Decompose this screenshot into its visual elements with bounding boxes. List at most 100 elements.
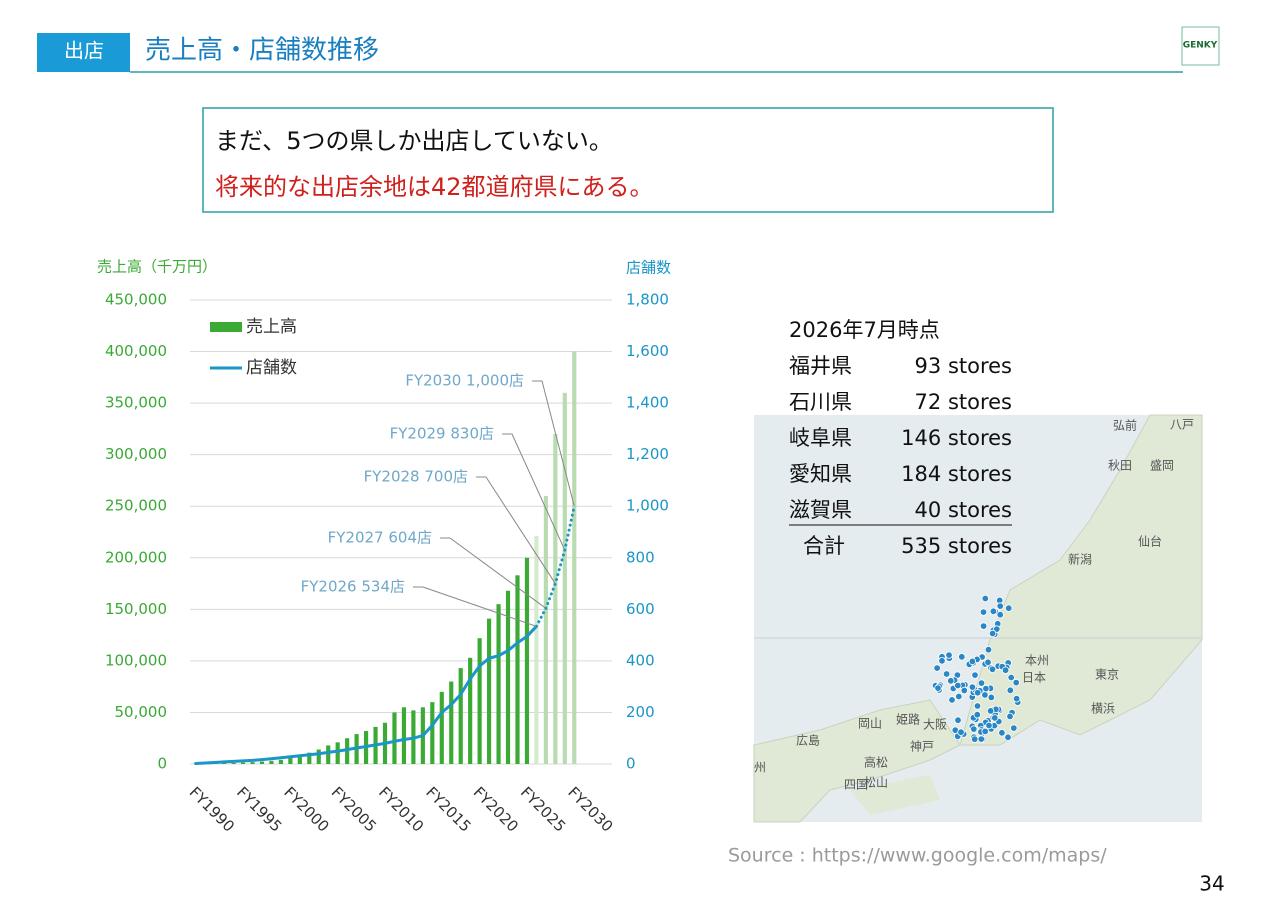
table-title: 2026年7月時点 [789, 318, 940, 342]
y-tick-label: 450,000 [105, 291, 167, 309]
store-dot [996, 611, 1004, 619]
legend-label: 店舗数 [246, 358, 297, 378]
x-tick-label: FY2000 [280, 783, 332, 835]
bar [487, 618, 492, 764]
bar [222, 763, 227, 764]
table-label: 愛知県 [789, 462, 852, 486]
map-label: 大阪 [923, 718, 947, 732]
store-dot [979, 608, 988, 616]
store-dot [989, 607, 998, 615]
annotation: FY2027 604店 [328, 529, 432, 547]
store-dot [955, 692, 963, 701]
store-dot [1004, 733, 1012, 741]
y2-tick-label: 800 [626, 548, 655, 566]
store-dot [968, 657, 977, 666]
callout-line: まだ、5つの県しか出店していない。 [215, 127, 613, 155]
store-dot [1010, 724, 1018, 732]
axis-title: 売上高（千万円） [97, 258, 217, 276]
map-label: 日本 [1022, 671, 1046, 685]
bar [449, 681, 454, 764]
annotation-leader [502, 433, 566, 551]
map-label: 秋田 [1108, 459, 1132, 473]
bar [316, 749, 321, 764]
table-value: 146 stores [901, 426, 1012, 450]
store-dot [986, 707, 995, 715]
store-dot [993, 625, 1001, 633]
bar [326, 745, 331, 764]
bar [259, 761, 265, 764]
store-dot [942, 670, 951, 678]
table-label: 岐阜県 [789, 426, 852, 450]
table-label: 石川県 [789, 390, 852, 414]
annotation: FY2028 700店 [364, 468, 468, 486]
y-tick-label: 150,000 [105, 600, 167, 618]
bar [515, 575, 520, 764]
store-dot [957, 728, 965, 736]
y-tick-label: 0 [157, 755, 167, 773]
tag: 出店 [64, 39, 104, 63]
store-dot [945, 651, 953, 659]
callout-box [202, 107, 1054, 213]
table-value: 93 stores [915, 354, 1012, 378]
y2-tick-label: 1,200 [626, 445, 669, 463]
x-tick-label: FY1995 [233, 783, 285, 835]
bar [307, 752, 312, 764]
store-dot [1012, 695, 1021, 703]
annotation-leader [413, 586, 537, 627]
annotation-leader [440, 537, 547, 609]
bar [468, 657, 473, 764]
store-dot [1006, 712, 1014, 721]
store-dot [973, 702, 982, 710]
bar [439, 691, 444, 764]
map-label: 仙台 [1138, 534, 1162, 549]
bar [401, 707, 407, 764]
table-label: 福井県 [789, 354, 852, 378]
bar [250, 762, 255, 764]
annotation-leader [476, 476, 556, 584]
table-value: 72 stores [915, 390, 1012, 414]
map-label: 盛岡 [1150, 458, 1174, 473]
y-tick-label: 250,000 [105, 497, 167, 515]
map-land [850, 775, 940, 815]
store-dot [958, 653, 966, 661]
bar [562, 392, 567, 764]
store-dot [960, 686, 968, 695]
logo-box [1181, 26, 1220, 66]
annotation-leader [532, 380, 575, 507]
map-label: 八戸 [1170, 418, 1194, 432]
projection-bridge [534, 606, 548, 628]
store-dot [971, 671, 979, 679]
map-label: 州 [754, 761, 766, 775]
table-label: 合計 [803, 534, 845, 558]
store-dot [981, 727, 989, 736]
store-dot [973, 711, 981, 719]
x-tick-label: FY2005 [328, 783, 380, 835]
y2-tick-label: 1,000 [626, 497, 669, 515]
x-tick-label: FY2030 [564, 783, 616, 835]
store-dot [977, 735, 985, 743]
tag-box [37, 33, 130, 72]
y2-tick-label: 0 [626, 755, 636, 773]
bar [524, 557, 530, 764]
store-dot [981, 594, 989, 603]
store-dot [954, 681, 962, 690]
bar [477, 638, 482, 764]
x-tick-label: FY2020 [470, 783, 522, 835]
store-dot [1001, 666, 1010, 674]
annotation: FY2030 1,000店 [405, 372, 524, 390]
store-dot [1007, 673, 1015, 682]
y-tick-label: 100,000 [105, 651, 167, 669]
y-tick-label: 400,000 [105, 342, 167, 360]
y2-tick-label: 1,400 [626, 394, 669, 412]
map-label: 岡山 [858, 717, 882, 731]
map-label: 松山 [864, 776, 888, 790]
store-dot [984, 646, 993, 654]
map-land [753, 414, 1203, 823]
table-value: 40 stores [915, 498, 1012, 522]
store-dot [987, 693, 995, 702]
line [194, 624, 538, 765]
title: 売上高・店舗数推移 [145, 36, 379, 66]
y2-tick-label: 1,800 [626, 291, 669, 309]
